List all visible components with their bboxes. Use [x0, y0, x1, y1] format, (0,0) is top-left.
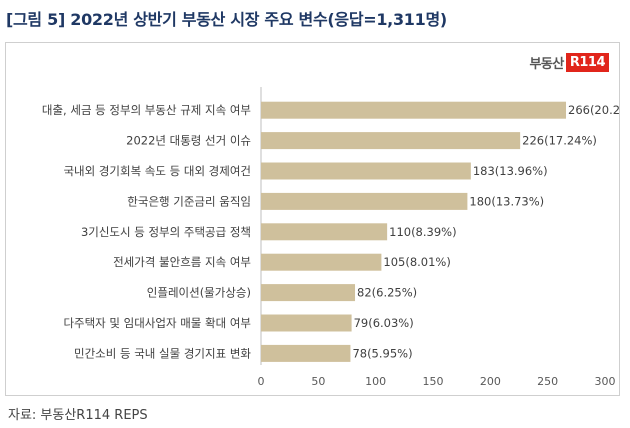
bar: [261, 344, 351, 362]
bar: [261, 314, 352, 332]
x-tick-label: 300: [595, 375, 616, 388]
category-label: 민간소비 등 국내 실물 경기지표 변화: [74, 346, 251, 360]
source-note: 자료: 부동산R114 REPS: [8, 408, 148, 423]
data-label: 82(6.25%): [357, 286, 417, 300]
x-tick-label: 200: [480, 375, 501, 388]
bar: [261, 223, 388, 241]
x-tick-label: 250: [537, 375, 558, 388]
category-label: 전세가격 불안흐름 지속 여부: [113, 255, 251, 269]
logo-text: 부동산: [529, 57, 564, 72]
bar: [261, 101, 567, 119]
bar: [261, 162, 471, 180]
x-tick-label: 50: [311, 375, 325, 388]
category-label: 3기신도시 등 정부의 주택공급 정책: [81, 225, 251, 239]
logo-box: R114: [565, 53, 609, 72]
category-label: 인플레이션(물가상승): [147, 286, 251, 300]
data-label: 226(17.24%): [522, 134, 597, 148]
category-label: 대출, 세금 등 정부의 부동산 규제 지속 여부: [42, 103, 251, 117]
data-label: 180(13.73%): [469, 194, 544, 208]
brand-logo: 부동산 R114: [529, 53, 609, 72]
category-label: 다주택자 및 임대사업자 매물 확대 여부: [63, 316, 251, 330]
bar-chart: 대출, 세금 등 정부의 부동산 규제 지속 여부 266(20.29%) 2022…: [42, 87, 619, 388]
data-label: 183(13.96%): [473, 164, 548, 178]
bar: [261, 132, 521, 150]
data-label: 266(20.29%): [568, 103, 619, 117]
data-label: 79(6.03%): [354, 316, 414, 330]
bar: [261, 253, 382, 271]
x-tick-label: 100: [365, 375, 386, 388]
chart-area: 부동산 R114 대출, 세금 등 정부의 부동산 규제 지속 여부 266(20…: [5, 42, 620, 396]
category-label: 국내외 경기회복 속도 등 대외 경제여건: [63, 164, 251, 178]
x-tick-label: 0: [258, 375, 265, 388]
data-label: 78(5.95%): [352, 346, 412, 360]
data-label: 105(8.01%): [383, 255, 450, 269]
bar: [261, 284, 356, 302]
bar: [261, 192, 468, 210]
figure-title: [그림 5] 2022년 상반기 부동산 시장 주요 변수(응답=1,311명): [6, 10, 447, 29]
data-label: 110(8.39%): [389, 225, 456, 239]
category-label: 한국은행 기준금리 움직임: [127, 194, 251, 208]
x-tick-label: 150: [423, 375, 444, 388]
category-label: 2022년 대통령 선거 이슈: [126, 134, 251, 148]
